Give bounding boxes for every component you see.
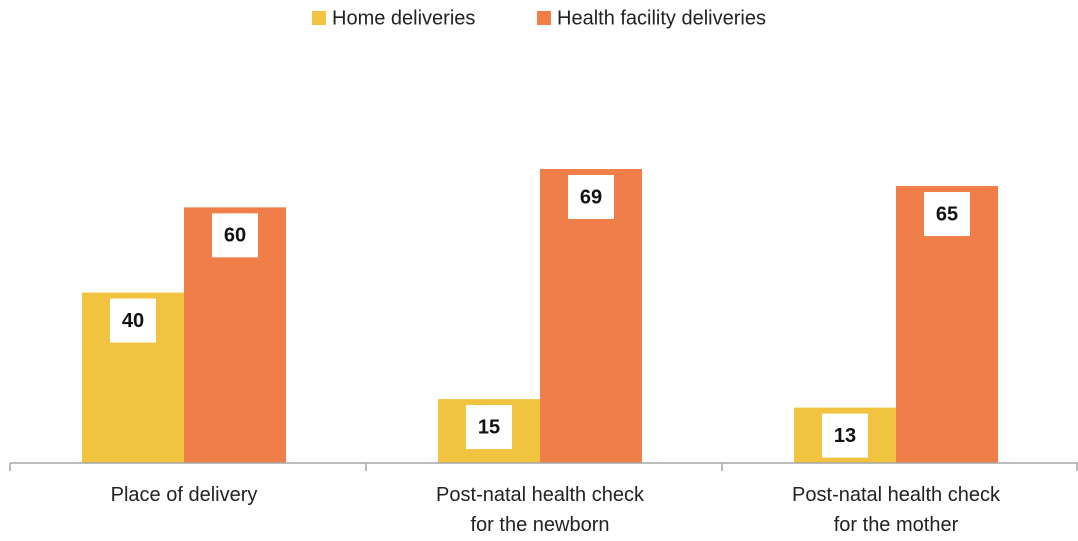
value-label: 60	[224, 225, 246, 247]
legend-label: Home deliveries	[332, 7, 475, 29]
value-label-box	[568, 175, 614, 219]
x-tick-label: Post-natal health check for the newborn	[436, 484, 644, 536]
value-label: 69	[580, 186, 602, 208]
legend-swatch	[537, 11, 551, 25]
x-tick-label: Place of delivery	[110, 484, 258, 506]
value-label: 13	[834, 425, 856, 447]
legend-label: Health facility deliveries	[557, 7, 766, 29]
value-label: 65	[936, 203, 958, 225]
value-label-box	[924, 192, 970, 237]
value-label-box	[822, 413, 868, 458]
legend-swatch	[312, 11, 326, 25]
x-tick-label: Post-natal health check for the mother	[792, 484, 1000, 536]
value-label-box	[466, 405, 512, 450]
value-label-box	[110, 298, 156, 343]
value-label: 15	[478, 416, 500, 438]
value-label: 40	[122, 310, 144, 332]
value-label-box	[212, 213, 258, 258]
